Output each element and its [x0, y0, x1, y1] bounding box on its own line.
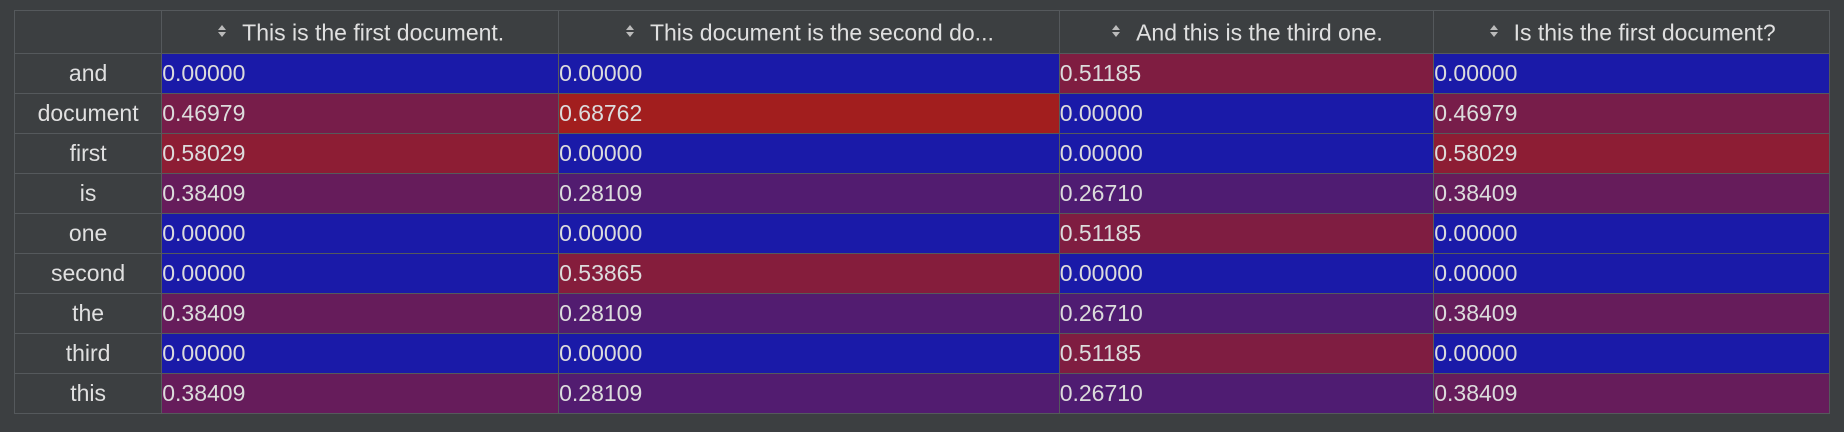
- heat-cell[interactable]: 0.38409: [1433, 373, 1830, 414]
- bottom-scroll-area: [0, 420, 1844, 432]
- column-header[interactable]: This document is the second do...: [558, 10, 1060, 54]
- heat-cell[interactable]: 0.00000: [1433, 253, 1830, 294]
- heat-cell[interactable]: 0.00000: [161, 53, 560, 94]
- heat-cell[interactable]: 0.00000: [161, 213, 560, 254]
- heat-cell[interactable]: 0.38409: [161, 173, 560, 214]
- sort-updown-icon[interactable]: [1110, 23, 1122, 39]
- table-row: document 0.46979 0.68762 0.00000 0.46979: [13, 93, 1830, 134]
- heat-cell[interactable]: 0.28109: [558, 373, 1060, 414]
- table-row: first 0.58029 0.00000 0.00000 0.58029: [13, 133, 1830, 174]
- heat-cell[interactable]: 0.46979: [1433, 93, 1830, 134]
- row-label: the: [13, 293, 163, 334]
- column-header-label: This is the first document.: [242, 19, 505, 46]
- heat-cell[interactable]: 0.00000: [558, 53, 1060, 94]
- heat-cell[interactable]: 0.51185: [1058, 213, 1435, 254]
- row-label: this: [13, 373, 163, 414]
- table-row: is 0.38409 0.28109 0.26710 0.38409: [13, 173, 1830, 214]
- row-label: third: [13, 333, 163, 374]
- row-label: first: [13, 133, 163, 174]
- column-header-label: And this is the third one.: [1136, 19, 1383, 46]
- heat-cell[interactable]: 0.00000: [1058, 253, 1435, 294]
- column-header-label: This document is the second do...: [649, 19, 994, 46]
- heat-cell[interactable]: 0.00000: [1433, 333, 1830, 374]
- heat-cell[interactable]: 0.26710: [1058, 373, 1435, 414]
- heat-cell[interactable]: 0.00000: [558, 333, 1060, 374]
- table-row: one 0.00000 0.00000 0.51185 0.00000: [13, 213, 1830, 254]
- heat-cell[interactable]: 0.00000: [1058, 133, 1435, 174]
- row-label: is: [13, 173, 163, 214]
- column-header[interactable]: And this is the third one.: [1058, 10, 1435, 54]
- heat-cell[interactable]: 0.00000: [558, 133, 1060, 174]
- heat-cell[interactable]: 0.00000: [1433, 53, 1830, 94]
- corner-cell: [13, 10, 163, 54]
- column-header[interactable]: This is the first document.: [161, 10, 560, 54]
- heat-cell[interactable]: 0.51185: [1058, 333, 1435, 374]
- heat-cell[interactable]: 0.26710: [1058, 293, 1435, 334]
- heat-cell[interactable]: 0.38409: [1433, 293, 1830, 334]
- heat-cell[interactable]: 0.00000: [1433, 213, 1830, 254]
- sort-updown-icon[interactable]: [624, 23, 636, 39]
- heat-cell[interactable]: 0.00000: [161, 253, 560, 294]
- tfidf-table: This is the first document. This documen…: [13, 10, 1830, 414]
- column-header-label: Is this the first document?: [1513, 19, 1776, 46]
- row-label: second: [13, 253, 163, 294]
- table-row: this 0.38409 0.28109 0.26710 0.38409: [13, 373, 1830, 414]
- heat-cell[interactable]: 0.38409: [161, 373, 560, 414]
- table-row: third 0.00000 0.00000 0.51185 0.00000: [13, 333, 1830, 374]
- row-label: and: [13, 53, 163, 94]
- header-row: This is the first document. This documen…: [13, 10, 1830, 54]
- heat-cell[interactable]: 0.00000: [558, 213, 1060, 254]
- heat-cell[interactable]: 0.00000: [161, 333, 560, 374]
- heat-cell[interactable]: 0.38409: [161, 293, 560, 334]
- row-label: one: [13, 213, 163, 254]
- sort-updown-icon[interactable]: [1488, 23, 1500, 39]
- heat-cell[interactable]: 0.58029: [1433, 133, 1830, 174]
- sort-updown-icon[interactable]: [216, 23, 228, 39]
- table-row: the 0.38409 0.28109 0.26710 0.38409: [13, 293, 1830, 334]
- column-header[interactable]: Is this the first document?: [1433, 10, 1830, 54]
- table-row: and 0.00000 0.00000 0.51185 0.00000: [13, 53, 1830, 94]
- heat-cell[interactable]: 0.58029: [161, 133, 560, 174]
- table-row: second 0.00000 0.53865 0.00000 0.00000: [13, 253, 1830, 294]
- heat-cell[interactable]: 0.00000: [1058, 93, 1435, 134]
- heat-cell[interactable]: 0.68762: [558, 93, 1060, 134]
- heat-cell[interactable]: 0.53865: [558, 253, 1060, 294]
- heat-cell[interactable]: 0.26710: [1058, 173, 1435, 214]
- heat-cell[interactable]: 0.46979: [161, 93, 560, 134]
- heat-cell[interactable]: 0.28109: [558, 173, 1060, 214]
- row-label: document: [13, 93, 163, 134]
- heat-cell[interactable]: 0.28109: [558, 293, 1060, 334]
- heat-cell[interactable]: 0.51185: [1058, 53, 1435, 94]
- heat-cell[interactable]: 0.38409: [1433, 173, 1830, 214]
